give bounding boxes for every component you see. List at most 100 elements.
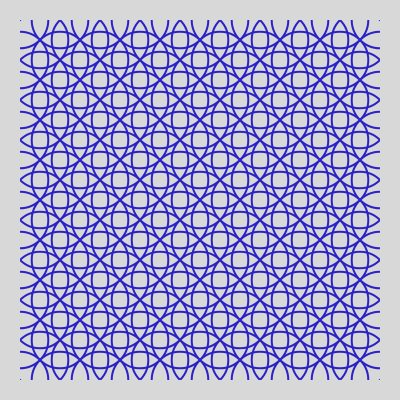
pattern-circle	[90, 330, 150, 380]
pattern-circle	[190, 270, 250, 330]
pattern-circle	[30, 230, 90, 290]
pattern-circle	[90, 90, 150, 150]
pattern-circle	[350, 270, 380, 330]
pattern-circle	[250, 250, 310, 310]
pattern-circle	[330, 90, 380, 150]
pattern-circle	[310, 230, 370, 290]
pattern-circle	[310, 70, 370, 130]
pattern-circle	[70, 270, 130, 330]
pattern-circle	[310, 20, 370, 50]
pattern-circle	[290, 170, 350, 230]
pattern-circle	[50, 330, 110, 380]
pattern-circle	[310, 270, 370, 330]
pattern-circle	[270, 150, 330, 210]
pattern-circle	[150, 150, 210, 210]
pattern-circle	[190, 110, 250, 170]
pattern-circle	[230, 270, 290, 330]
pattern-circle	[290, 50, 350, 110]
pattern-circle	[130, 90, 190, 150]
pattern-circle	[70, 30, 130, 90]
pattern-circle	[270, 270, 330, 330]
pattern-circle	[170, 250, 230, 310]
pattern-circle	[50, 290, 110, 350]
pattern-circle	[20, 30, 50, 90]
pattern-circle	[130, 330, 190, 380]
pattern-circle	[110, 310, 170, 370]
pattern-circle	[150, 350, 210, 380]
pattern-circle	[210, 20, 270, 70]
pattern-circle	[150, 230, 210, 290]
pattern-circle	[270, 190, 330, 250]
pattern-circle	[50, 50, 110, 110]
pattern-circle	[250, 130, 310, 190]
pattern-circle	[210, 210, 270, 270]
pattern-circle	[350, 150, 380, 210]
pattern-circle	[350, 310, 380, 370]
pattern-circle	[150, 70, 210, 130]
pattern-circle	[170, 210, 230, 270]
pattern-circle	[350, 190, 380, 250]
pattern-circle	[30, 70, 90, 130]
pattern-circle	[290, 20, 350, 70]
pattern-circle	[190, 150, 250, 210]
pattern-circle	[110, 270, 170, 330]
pattern-circle	[250, 290, 310, 350]
pattern-circle	[270, 310, 330, 370]
pattern-circle	[230, 350, 290, 380]
pattern-circle	[20, 310, 50, 370]
pattern-circle	[130, 250, 190, 310]
pattern-circle	[110, 150, 170, 210]
pattern-circle	[70, 110, 130, 170]
pattern-circle	[170, 330, 230, 380]
pattern-circle	[270, 20, 330, 50]
pattern-circle	[310, 310, 370, 370]
pattern-circle	[170, 50, 230, 110]
pattern-circle	[70, 70, 130, 130]
pattern-circle	[250, 170, 310, 230]
pattern-circle	[230, 110, 290, 170]
pattern-circle	[130, 20, 190, 70]
pattern-circle	[250, 20, 310, 70]
pattern-circle	[30, 150, 90, 210]
pattern-circle	[20, 170, 70, 230]
pattern-circle	[130, 210, 190, 270]
pattern-circle	[50, 210, 110, 270]
pattern-circle	[30, 270, 90, 330]
pattern-circle	[230, 70, 290, 130]
pattern-circle	[20, 50, 70, 110]
pattern-circle	[350, 70, 380, 130]
pattern-circle	[20, 70, 50, 130]
pattern-circle	[30, 190, 90, 250]
pattern-circle	[20, 90, 70, 150]
pattern-circle	[90, 170, 150, 230]
pattern-circle	[230, 190, 290, 250]
pattern-circle	[210, 290, 270, 350]
pattern-circle	[170, 170, 230, 230]
pattern-circle	[30, 20, 90, 50]
pattern-circle	[150, 110, 210, 170]
pattern-circle	[190, 230, 250, 290]
pattern-circle	[270, 230, 330, 290]
pattern-circle	[130, 130, 190, 190]
pattern-circle	[230, 150, 290, 210]
pattern-circle	[20, 230, 50, 290]
pattern-circle	[50, 90, 110, 150]
pattern-circle	[210, 170, 270, 230]
pattern-circle	[170, 90, 230, 150]
pattern-circle	[290, 250, 350, 310]
pattern-circle	[210, 250, 270, 310]
pattern-circle	[70, 20, 130, 50]
pattern-circle	[190, 70, 250, 130]
pattern-circle	[70, 350, 130, 380]
pattern-circle	[90, 210, 150, 270]
pattern-circle	[250, 90, 310, 150]
pattern-circle	[290, 330, 350, 380]
pattern-circle	[20, 150, 50, 210]
pattern-circle	[210, 330, 270, 380]
pattern-circle	[130, 170, 190, 230]
pattern-circle	[110, 190, 170, 250]
pattern-circle	[110, 230, 170, 290]
pattern-circle	[70, 150, 130, 210]
